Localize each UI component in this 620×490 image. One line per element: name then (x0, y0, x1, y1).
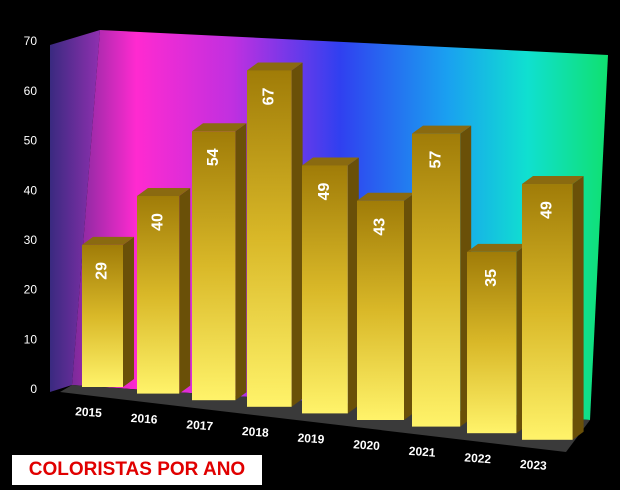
bar (247, 70, 292, 407)
bar (137, 196, 180, 394)
bar (467, 251, 517, 434)
bar-side (179, 188, 191, 394)
bar (522, 184, 573, 440)
y-tick-label: 30 (24, 233, 38, 247)
value-label: 49 (316, 182, 333, 200)
bar (82, 244, 123, 387)
x-tick-label: 2020 (353, 437, 381, 453)
y-tick-label: 40 (24, 183, 38, 197)
bar-top (192, 123, 247, 132)
value-label: 29 (94, 262, 111, 280)
y-tick-label: 60 (24, 84, 38, 98)
y-tick-label: 0 (30, 382, 37, 396)
value-label: 49 (539, 201, 556, 219)
bar-side (291, 62, 303, 407)
x-tick-label: 2018 (242, 424, 270, 440)
value-label: 43 (372, 218, 389, 236)
left-wall (50, 30, 100, 392)
floor (60, 385, 590, 452)
value-label: 67 (261, 87, 278, 105)
chart-title: COLORISTAS POR ANO (29, 459, 245, 480)
bar-top (467, 243, 528, 252)
bar (357, 200, 404, 420)
value-label: 40 (149, 213, 166, 231)
bar (192, 131, 236, 401)
x-tick-label: 2019 (297, 431, 325, 447)
value-label: 57 (427, 151, 444, 169)
y-tick-label: 10 (24, 332, 38, 346)
title-box (12, 455, 262, 485)
bar-top (357, 192, 415, 201)
bar-top (247, 62, 303, 71)
y-tick-label: 20 (24, 283, 38, 297)
bar-side (235, 123, 247, 401)
bar-top (302, 157, 359, 166)
bar-top (412, 125, 472, 134)
y-tick-label: 70 (24, 34, 38, 48)
x-tick-label: 2023 (520, 457, 548, 473)
x-tick-label: 2021 (408, 444, 436, 460)
bar (302, 165, 348, 414)
x-tick-label: 2022 (464, 450, 492, 466)
value-label: 54 (205, 148, 222, 166)
x-tick-label: 2015 (75, 404, 103, 420)
value-label: 35 (483, 269, 500, 287)
bar-side (572, 176, 584, 440)
bar-top (137, 188, 191, 196)
bar-side (347, 157, 359, 414)
x-tick-label: 2016 (130, 411, 158, 427)
bar (412, 133, 461, 427)
y-tick-label: 50 (24, 134, 38, 148)
x-tick-label: 2017 (186, 417, 214, 433)
bar-top (82, 236, 134, 245)
bar-top (522, 176, 584, 185)
bar-side (123, 236, 134, 387)
